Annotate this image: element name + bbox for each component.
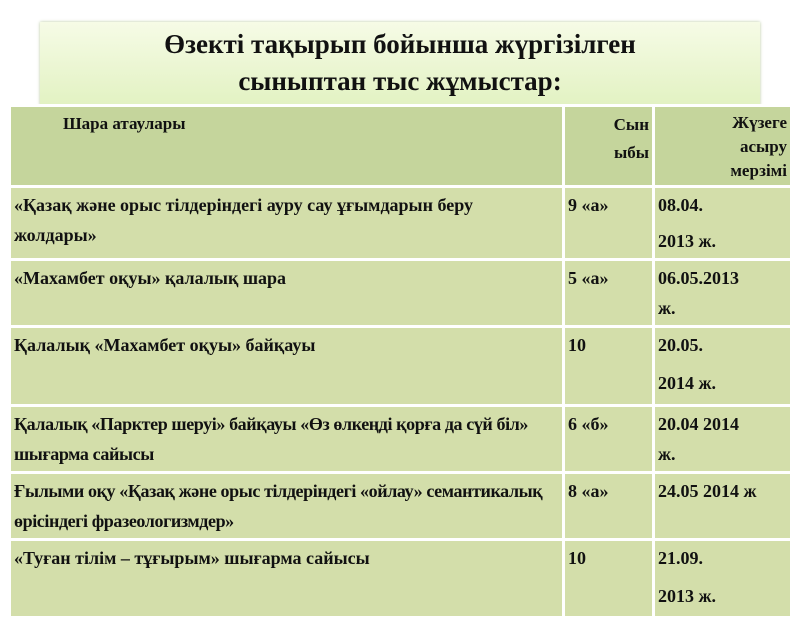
date-line: ж. bbox=[658, 444, 676, 464]
slide-title: Өзекті тақырып бойынша жүргізілген сынып… bbox=[40, 22, 760, 106]
table-row: «Туған тілім – тұғырым» шығарма сайысы 1… bbox=[8, 538, 793, 619]
table-row: «Махамбет оқуы» қалалық шара 5 «а» 06.05… bbox=[8, 258, 793, 328]
event-class: 6 «б» bbox=[562, 404, 655, 474]
header-date-line: Жүзеге bbox=[732, 113, 787, 132]
date-line: ж. bbox=[658, 298, 676, 318]
date-line: 20.04 2014 bbox=[658, 414, 739, 434]
event-name: Қалалық «Парктер шеруі» байқауы «Өз өлке… bbox=[8, 404, 565, 474]
event-name: «Махамбет оқуы» қалалық шара bbox=[8, 258, 565, 328]
date-line: 24.05 2014 ж bbox=[658, 481, 757, 501]
header-date-line: асыру bbox=[739, 137, 787, 156]
event-date: 08.04. 2013 ж. bbox=[652, 185, 793, 261]
event-class: 8 «а» bbox=[562, 471, 655, 541]
events-table: Шара атаулары Сын ыбы Жүзеге асыру мерзімі … bbox=[8, 104, 793, 619]
date-line: 2013 ж. bbox=[658, 231, 717, 251]
event-name: Қалалық «Махамбет оқуы» байқауы bbox=[8, 325, 565, 407]
event-date: 21.09. 2013 ж. bbox=[652, 538, 793, 619]
title-line-1: Өзекті тақырып бойынша жүргізілген bbox=[164, 29, 636, 59]
event-name: Ғылыми оқу «Қазақ және орыс тілдеріндегі… bbox=[8, 471, 565, 541]
header-class-line: Сын bbox=[613, 115, 649, 134]
date-line: 2013 ж. bbox=[658, 586, 717, 606]
table-row: Қалалық «Махамбет оқуы» байқауы 10 20.05… bbox=[8, 325, 793, 407]
event-name: «Туған тілім – тұғырым» шығарма сайысы bbox=[8, 538, 565, 619]
header-class: Сын ыбы bbox=[562, 104, 655, 188]
table-header-row: Шара атаулары Сын ыбы Жүзеге асыру мерзімі bbox=[8, 104, 793, 188]
event-class: 9 «а» bbox=[562, 185, 655, 261]
title-line-2: сыныптан тыс жұмыстар: bbox=[238, 66, 562, 96]
date-line: 20.05. bbox=[658, 335, 703, 355]
event-class: 10 bbox=[562, 325, 655, 407]
event-date: 20.05. 2014 ж. bbox=[652, 325, 793, 407]
event-class: 10 bbox=[562, 538, 655, 619]
date-line: 21.09. bbox=[658, 548, 703, 568]
table-row: Ғылыми оқу «Қазақ және орыс тілдеріндегі… bbox=[8, 471, 793, 541]
table-row: «Қазақ және орыс тілдеріндегі ауру сау ұ… bbox=[8, 185, 793, 261]
event-class: 5 «а» bbox=[562, 258, 655, 328]
event-date: 20.04 2014 ж. bbox=[652, 404, 793, 474]
event-name: «Қазақ және орыс тілдеріндегі ауру сау ұ… bbox=[8, 185, 565, 261]
date-line: 06.05.2013 bbox=[658, 268, 739, 288]
header-date-line: мерзімі bbox=[730, 161, 787, 180]
header-class-line: ыбы bbox=[613, 143, 649, 162]
header-date: Жүзеге асыру мерзімі bbox=[652, 104, 793, 188]
table-row: Қалалық «Парктер шеруі» байқауы «Өз өлке… bbox=[8, 404, 793, 474]
date-line: 2014 ж. bbox=[658, 373, 717, 393]
date-line: 08.04. bbox=[658, 195, 703, 215]
header-name: Шара атаулары bbox=[8, 104, 565, 188]
event-date: 06.05.2013 ж. bbox=[652, 258, 793, 328]
event-date: 24.05 2014 ж bbox=[652, 471, 793, 541]
